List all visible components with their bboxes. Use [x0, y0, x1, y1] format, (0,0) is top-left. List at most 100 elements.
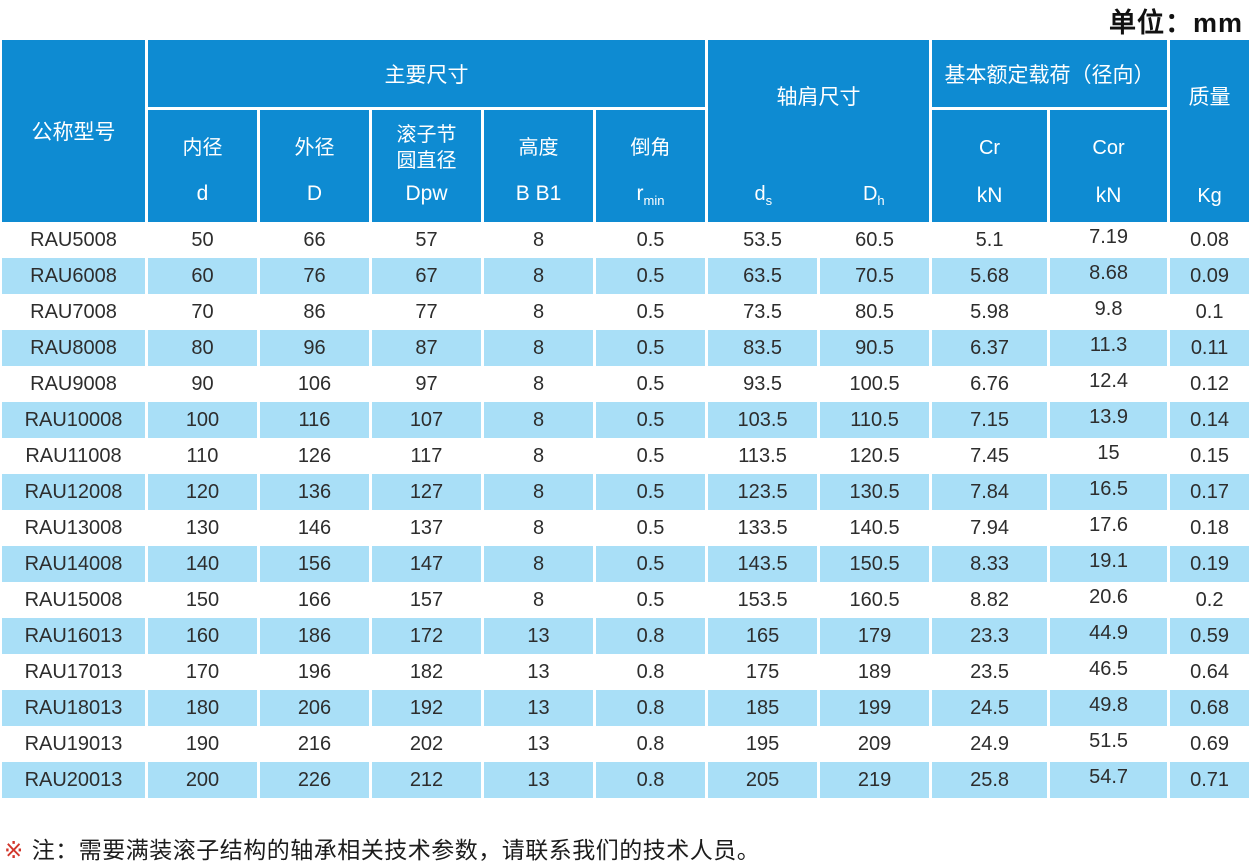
cell-inner-diameter: 190 — [148, 726, 260, 762]
cell-pitch-diameter: 172 — [372, 618, 484, 654]
cell-outer-diameter: 76 — [260, 258, 372, 294]
cell-cr: 23.3 — [932, 618, 1051, 654]
header-rated-load: 基本额定载荷（径向） — [932, 40, 1171, 110]
cell-ds: 153.5 — [708, 582, 821, 618]
cell-cr: 7.84 — [932, 474, 1051, 510]
cell-dh: 60.5 — [820, 222, 933, 258]
cell-outer-diameter: 86 — [260, 294, 372, 330]
header-mass: 质量 Kg — [1170, 40, 1250, 222]
cell-cr: 5.68 — [932, 258, 1051, 294]
cell-cor: 19.1 — [1050, 546, 1171, 582]
cell-chamfer: 0.5 — [596, 510, 709, 546]
cell-chamfer: 0.8 — [596, 690, 709, 726]
cell-dh: 130.5 — [820, 474, 933, 510]
cell-model: RAU9008 — [2, 366, 148, 402]
cell-pitch-diameter: 212 — [372, 762, 484, 798]
cell-ds: 103.5 — [708, 402, 821, 438]
cell-inner-diameter: 160 — [148, 618, 260, 654]
cell-mass: 0.18 — [1170, 510, 1250, 546]
cell-cr: 24.5 — [932, 690, 1051, 726]
symbol-dh: Dh — [862, 183, 885, 208]
table-row: RAU9008 90 106 97 8 0.5 93.5 100.5 6.76 … — [2, 366, 1250, 402]
symbol-ds: ds — [754, 183, 773, 208]
cell-chamfer: 0.8 — [596, 726, 709, 762]
table-row: RAU13008 130 146 137 8 0.5 133.5 140.5 7… — [2, 510, 1250, 546]
cell-model: RAU15008 — [2, 582, 148, 618]
unit-cr-kn: kN — [976, 184, 1003, 207]
footnote-marker: ※ — [4, 837, 24, 863]
cell-mass: 0.69 — [1170, 726, 1250, 762]
cell-dh: 150.5 — [820, 546, 933, 582]
cell-pitch-diameter: 127 — [372, 474, 484, 510]
cell-cr: 6.76 — [932, 366, 1051, 402]
cell-chamfer: 0.5 — [596, 330, 709, 366]
cell-height: 13 — [484, 690, 596, 726]
cell-inner-diameter: 80 — [148, 330, 260, 366]
footnote-text: 注：需要满装滚子结构的轴承相关技术参数，请联系我们的技术人员。 — [31, 837, 761, 863]
cell-pitch-diameter: 77 — [372, 294, 484, 330]
table-row: RAU19013 190 216 202 13 0.8 195 209 24.9… — [2, 726, 1250, 762]
cell-inner-diameter: 100 — [148, 402, 260, 438]
table-row: RAU16013 160 186 172 13 0.8 165 179 23.3… — [2, 618, 1250, 654]
table-row: RAU14008 140 156 147 8 0.5 143.5 150.5 8… — [2, 546, 1250, 582]
header-height: 高度 B B1 — [484, 110, 596, 222]
symbol-d: d — [196, 181, 209, 205]
cell-cr: 23.5 — [932, 654, 1051, 690]
cell-pitch-diameter: 192 — [372, 690, 484, 726]
cell-dh: 160.5 — [820, 582, 933, 618]
footnote: ※ 注：需要满装滚子结构的轴承相关技术参数，请联系我们的技术人员。 — [4, 831, 760, 865]
cell-height: 8 — [484, 222, 596, 258]
cell-height: 8 — [484, 330, 596, 366]
header-model: 公称型号 — [2, 40, 148, 222]
unit-label: 单位：mm — [1108, 8, 1243, 38]
header-chamfer: 倒角 rmin — [596, 110, 709, 222]
cell-mass: 0.09 — [1170, 258, 1250, 294]
cell-chamfer: 0.5 — [596, 366, 709, 402]
cell-chamfer: 0.8 — [596, 762, 709, 798]
cell-dh: 80.5 — [820, 294, 933, 330]
cell-inner-diameter: 130 — [148, 510, 260, 546]
table-body: RAU5008 50 66 57 8 0.5 53.5 60.5 5.1 7.1… — [2, 222, 1250, 798]
cell-model: RAU7008 — [2, 294, 148, 330]
cell-mass: 0.14 — [1170, 402, 1250, 438]
cell-chamfer: 0.5 — [596, 294, 709, 330]
cell-ds: 83.5 — [708, 330, 821, 366]
cell-model: RAU12008 — [2, 474, 148, 510]
cell-cr: 8.33 — [932, 546, 1051, 582]
table-row: RAU7008 70 86 77 8 0.5 73.5 80.5 5.98 9.… — [2, 294, 1250, 330]
cell-cor: 16.5 — [1050, 474, 1171, 510]
cell-height: 13 — [484, 618, 596, 654]
cell-pitch-diameter: 87 — [372, 330, 484, 366]
cell-dh: 120.5 — [820, 438, 933, 474]
cell-pitch-diameter: 117 — [372, 438, 484, 474]
mass-label: 质量 — [1188, 86, 1231, 109]
header-cr: Cr kN — [932, 110, 1051, 222]
cell-outer-diameter: 216 — [260, 726, 372, 762]
cell-dh: 140.5 — [820, 510, 933, 546]
cell-dh: 90.5 — [820, 330, 933, 366]
cell-ds: 165 — [708, 618, 821, 654]
cell-chamfer: 0.5 — [596, 474, 709, 510]
cell-inner-diameter: 120 — [148, 474, 260, 510]
cell-model: RAU19013 — [2, 726, 148, 762]
cell-mass: 0.64 — [1170, 654, 1250, 690]
cell-inner-diameter: 170 — [148, 654, 260, 690]
cell-model: RAU6008 — [2, 258, 148, 294]
header-inner-diameter: 内径 d — [148, 110, 260, 222]
cell-pitch-diameter: 147 — [372, 546, 484, 582]
cell-model: RAU18013 — [2, 690, 148, 726]
table-row: RAU8008 80 96 87 8 0.5 83.5 90.5 6.37 11… — [2, 330, 1250, 366]
cell-outer-diameter: 206 — [260, 690, 372, 726]
cell-chamfer: 0.8 — [596, 654, 709, 690]
cell-outer-diameter: 106 — [260, 366, 372, 402]
cell-height: 13 — [484, 726, 596, 762]
header-outer-diameter: 外径 D — [260, 110, 372, 222]
cell-model: RAU8008 — [2, 330, 148, 366]
cell-cor: 20.6 — [1050, 582, 1171, 618]
cell-inner-diameter: 150 — [148, 582, 260, 618]
cell-model: RAU17013 — [2, 654, 148, 690]
table-row: RAU18013 180 206 192 13 0.8 185 199 24.5… — [2, 690, 1250, 726]
cell-model: RAU10008 — [2, 402, 148, 438]
cell-ds: 123.5 — [708, 474, 821, 510]
